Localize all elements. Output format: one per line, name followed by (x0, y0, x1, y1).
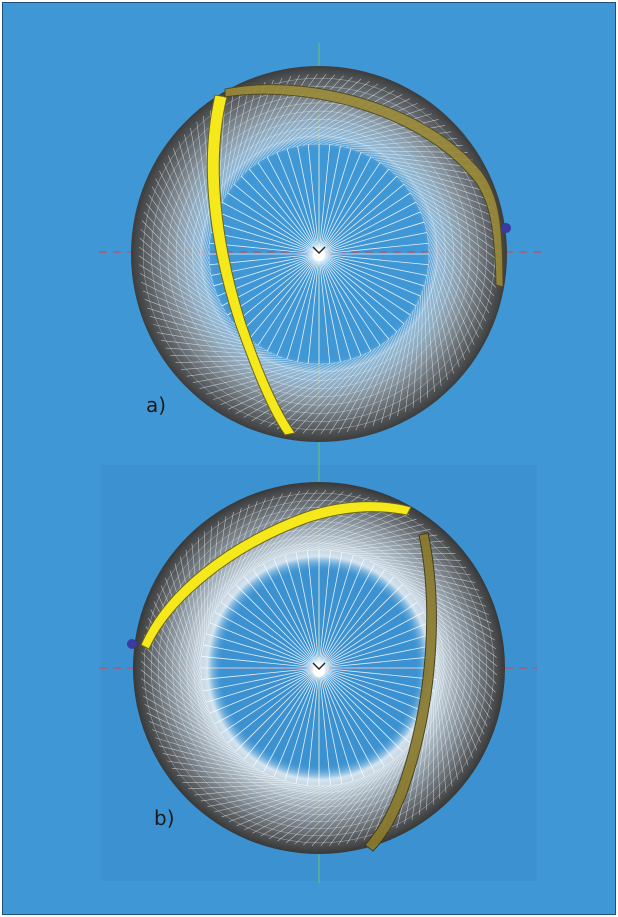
origin-glyph-icon (312, 662, 326, 677)
sphere-a (99, 43, 543, 453)
sphere-marker-icon (501, 223, 511, 233)
ribbon-a-front (206, 94, 296, 436)
sphere-b (99, 447, 537, 883)
mesh-a (138, 73, 500, 435)
sphere-marker-icon (127, 639, 137, 649)
sphere-diagram (99, 43, 543, 883)
origin-glyph-icon (312, 246, 326, 261)
ribbon-b-front (140, 501, 412, 650)
ribbon-a-back (224, 84, 504, 288)
ribbon-b-back (364, 532, 437, 852)
panel-label-a: a) (146, 393, 167, 417)
mesh-b (140, 489, 498, 847)
panel-label-b: b) (154, 806, 175, 830)
